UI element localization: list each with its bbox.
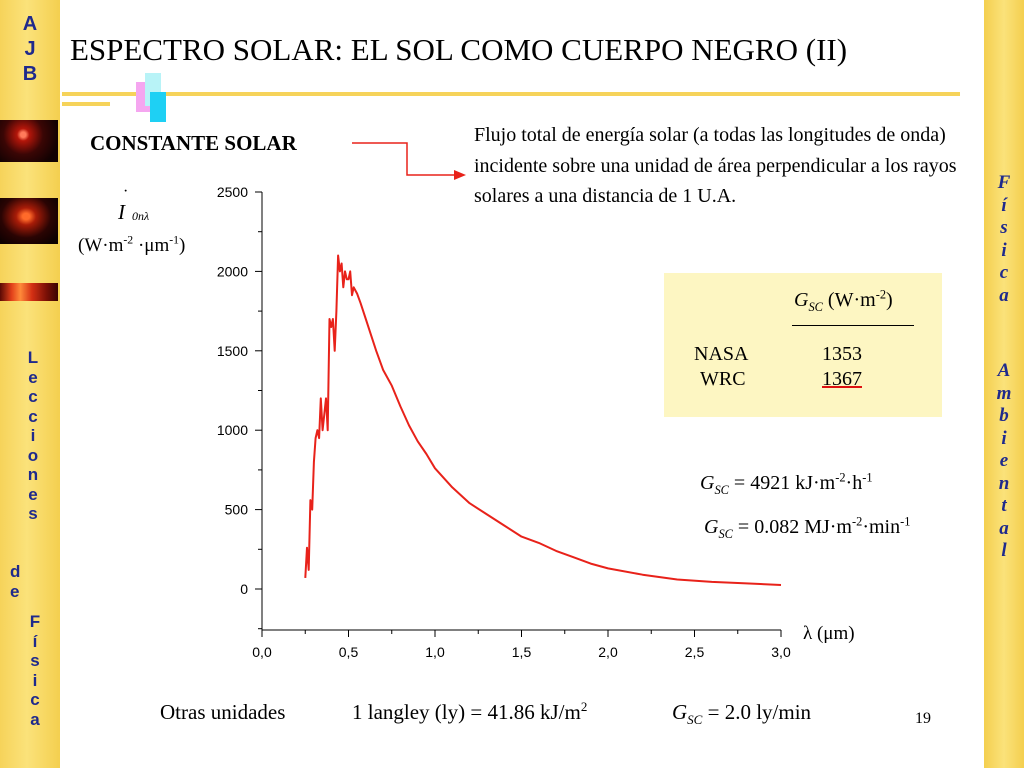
deco-square-cyan — [150, 92, 166, 122]
table-row-name: NASA — [694, 343, 749, 365]
spectrum-curve — [304, 254, 782, 586]
y-tick-label: 1000 — [217, 422, 248, 438]
equation-kj-per-hour: GSC = 4921 kJ·m-2·h-1 — [700, 470, 873, 497]
table-row-name: WRC — [700, 368, 746, 390]
y-tick-label: 2000 — [217, 263, 248, 279]
sidebar-word-de: d e — [10, 562, 21, 601]
slide-title: ESPECTRO SOLAR: EL SOL COMO CUERPO NEGRO… — [70, 32, 848, 67]
sidebar-word-lecciones: L e c c i o n e s — [27, 348, 39, 523]
x-tick-label: 2,0 — [598, 644, 618, 660]
sun-thumbnail-1 — [0, 120, 58, 162]
y-tick-label: 0 — [240, 581, 248, 597]
x-tick-label: 3,0 — [771, 644, 791, 660]
footer-gsc-langley: GSC = 2.0 ly/min — [672, 700, 812, 728]
title-underline-short — [62, 102, 110, 106]
y-label-subscript: 0nλ — [132, 209, 150, 223]
y-label-dot: · — [123, 183, 129, 200]
sun-thumbnail-2 — [0, 198, 58, 244]
sidebar-initials: A J B — [22, 13, 38, 85]
footer-langley: 1 langley (ly) = 41.86 kJ/m2 — [352, 699, 588, 724]
y-label-unit: (W·m-2 ·μm-1) — [78, 233, 186, 256]
y-tick-label: 2500 — [217, 184, 248, 200]
y-tick-label: 1500 — [217, 343, 248, 359]
title-underline — [62, 92, 960, 96]
footer-other-units: Otras unidades — [160, 700, 286, 724]
x-axis-label: λ (μm) — [803, 623, 855, 644]
x-tick-label: 0,5 — [339, 644, 359, 660]
sidebar-word-ambiental: A m b i e n t a l — [996, 360, 1012, 561]
x-tick-label: 2,5 — [685, 644, 705, 660]
arrow-connector-line — [352, 142, 455, 176]
equation-mj-per-min: GSC = 0.082 MJ·m-2·min-1 — [704, 514, 911, 541]
x-tick-label: 1,5 — [512, 644, 532, 660]
y-tick-label: 500 — [225, 502, 249, 518]
table-row-value: 1367 — [822, 368, 862, 390]
x-tick-label: 1,0 — [425, 644, 445, 660]
sidebar-word-fisica: F í s i c a — [29, 612, 41, 729]
right-sidebar: F í s i c a A m b i e n t a l — [984, 0, 1024, 768]
spectrum-thumbnail — [0, 283, 58, 301]
table-header: GSC (W·m-2) — [794, 287, 893, 314]
constant-values-table: GSC (W·m-2) NASA 1353 WRC 1367 — [664, 273, 942, 417]
table-row-value: 1353 — [822, 343, 862, 365]
sidebar-word-fisica-right: F í s i c a — [997, 172, 1011, 306]
constant-label: CONSTANTE SOLAR — [90, 131, 297, 155]
arrow-head — [454, 170, 466, 180]
y-label-symbol: I — [118, 200, 125, 224]
x-tick-label: 0,0 — [252, 644, 272, 660]
constant-description: Flujo total de energía solar (a todas la… — [474, 124, 957, 207]
table-header-rule — [792, 325, 914, 326]
left-sidebar: A J B L e c c i o n e s d e F í s i c a — [0, 0, 60, 768]
slide-number: 19 — [915, 710, 931, 727]
